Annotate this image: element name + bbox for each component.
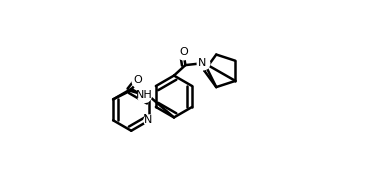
Text: N: N	[198, 58, 207, 68]
Text: NH: NH	[136, 90, 153, 100]
Text: O: O	[133, 75, 142, 85]
Text: N: N	[143, 113, 152, 126]
Text: O: O	[179, 47, 188, 57]
Text: N: N	[144, 115, 152, 125]
